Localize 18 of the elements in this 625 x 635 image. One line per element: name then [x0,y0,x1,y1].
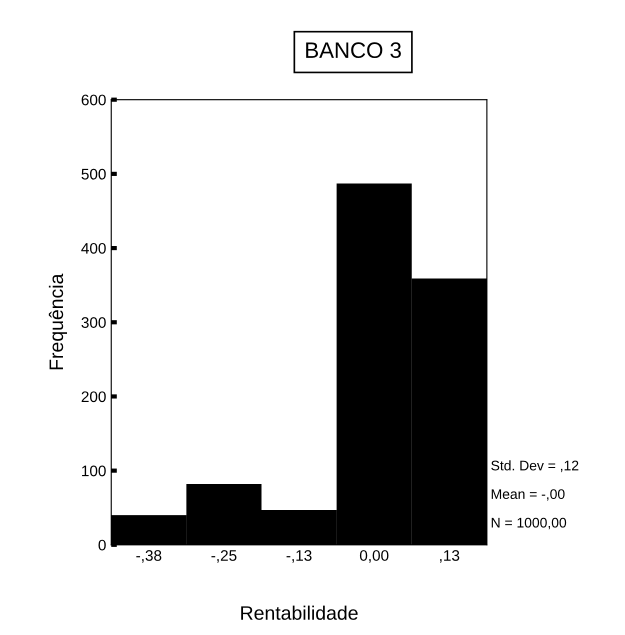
chart-title: BANCO 3 [306,42,401,58]
x-tick-label: -,25 [211,550,236,563]
text: Std. Dev = ,12 [491,460,578,472]
x-tick-label: -,38 [136,550,162,563]
x-tick-label: -,13 [286,550,312,563]
y-tick-label: 0 [98,540,106,551]
y-tick-label: 300 [81,317,106,328]
x-tick-label: 0,00 [360,550,388,563]
y-tick-label: 400 [81,242,106,254]
text: N = 1000,00 [492,518,566,530]
x-axis-title: Rentabilidade [241,606,358,620]
y-tick-label: 100 [82,466,106,476]
y-axis-title: Frequência [48,274,68,370]
text: Mean = -,00 [492,489,565,501]
x-tick-label: ,13 [440,550,460,563]
y-tick-label: 600 [82,94,106,106]
y-tick-label: 500 [82,168,106,180]
y-tick-label: 200 [82,391,106,402]
